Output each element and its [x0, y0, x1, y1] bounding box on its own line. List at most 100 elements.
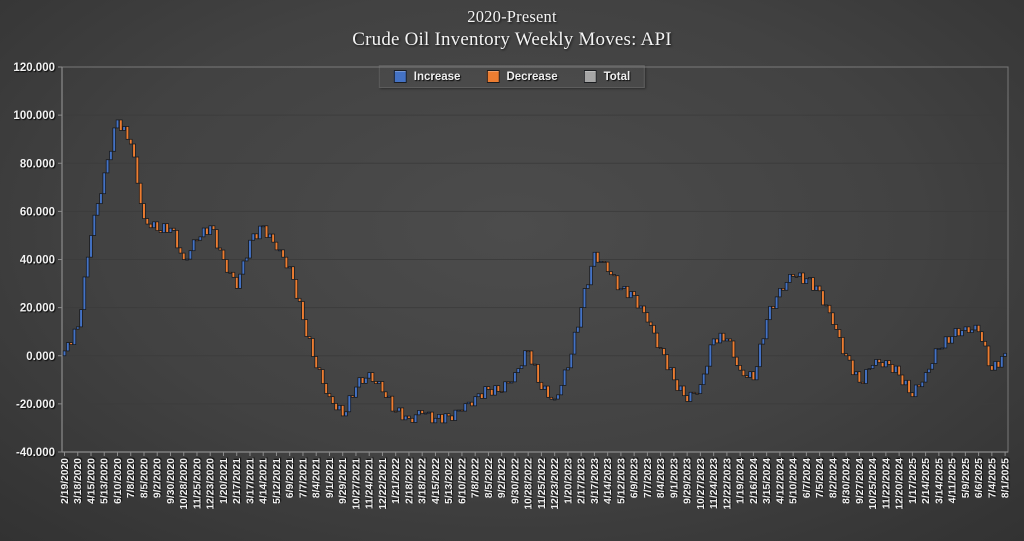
- increase-bar: [456, 409, 461, 412]
- y-axis-label: 40.000: [20, 255, 55, 267]
- increase-bar: [287, 266, 292, 269]
- increase-bar: [599, 261, 603, 263]
- x-axis-label: 1/19/2024: [736, 458, 747, 504]
- decrease-bar: [460, 409, 464, 412]
- x-axis-label: 7/7/2023: [643, 458, 654, 498]
- decrease-bar: [158, 230, 163, 233]
- x-axis-label: 9/30/2020: [166, 458, 177, 504]
- x-axis-label: 10/27/2021: [351, 458, 362, 510]
- x-axis-label: 11/22/2024: [881, 458, 892, 509]
- x-axis-label: 9/2/2020: [153, 458, 164, 498]
- x-axis-label: 7/7/2021: [298, 458, 309, 498]
- y-axis-label: 120.000: [13, 62, 55, 74]
- decrease-bar: [69, 342, 73, 345]
- x-axis-label: 1/17/2025: [908, 458, 919, 504]
- increase-bar: [705, 365, 709, 375]
- increase-bar: [930, 363, 934, 370]
- x-axis-label: 3/18/2022: [418, 458, 429, 504]
- increase-bar: [1003, 352, 1007, 357]
- increase-bar: [251, 233, 256, 241]
- decrease-bar: [549, 396, 554, 400]
- decrease-bar: [350, 395, 355, 398]
- decrease-bar: [231, 271, 236, 278]
- increase-bar: [874, 359, 878, 366]
- total-swatch-icon: [583, 70, 597, 83]
- increase-bar: [778, 288, 782, 298]
- decrease-bar: [648, 321, 653, 326]
- x-axis-label: 2/18/2022: [404, 458, 415, 504]
- increase-bar: [970, 329, 974, 333]
- increase-bar: [566, 367, 570, 371]
- x-axis-label: 5/13/2022: [444, 458, 455, 504]
- x-axis-label: 9/29/2021: [338, 458, 349, 504]
- x-axis-label: 2/14/2025: [921, 458, 932, 504]
- decrease-bar: [446, 413, 451, 417]
- decrease-bar: [311, 338, 315, 357]
- decrease-bar: [996, 361, 1001, 368]
- decrease-bar: [334, 403, 338, 411]
- decrease-bar: [662, 348, 666, 356]
- y-axis-label: -40.000: [16, 447, 55, 459]
- increase-bar: [112, 127, 116, 152]
- increase-bar: [993, 361, 997, 371]
- x-axis-label: 5/13/2020: [100, 458, 111, 504]
- decrease-bar: [721, 332, 726, 342]
- increase-bar: [278, 249, 282, 252]
- x-axis-label: 6/9/2021: [285, 458, 296, 498]
- decrease-bar: [211, 225, 216, 230]
- decrease-bar: [480, 393, 484, 399]
- increase-bar: [1000, 356, 1004, 368]
- x-axis-label: 11/25/2022: [537, 458, 548, 509]
- decrease-bar: [496, 385, 501, 392]
- decrease-bar: [215, 229, 219, 249]
- x-axis-label: 9/30/2022: [510, 458, 521, 504]
- decrease-bar: [887, 360, 891, 365]
- increase-bar: [168, 227, 173, 233]
- increase-bar: [115, 119, 120, 129]
- legend-item-increase: Increase: [393, 70, 461, 83]
- decrease-bar: [314, 356, 318, 369]
- decrease-bar: [324, 383, 328, 394]
- decrease-bar: [125, 126, 130, 140]
- increase-bar: [718, 332, 722, 344]
- chart-title: 2020-Present Crude Oil Inventory Weekly …: [0, 7, 1024, 51]
- increase-bar: [95, 203, 100, 216]
- decrease-bar: [533, 363, 537, 366]
- increase-bar: [188, 250, 193, 260]
- decrease-bar: [635, 295, 640, 309]
- legend-label-increase: Increase: [413, 70, 461, 83]
- decrease-bar: [294, 279, 299, 299]
- increase-bar: [576, 326, 580, 333]
- decrease-bar: [596, 251, 600, 263]
- decrease-bar: [384, 391, 388, 398]
- decrease-bar: [380, 381, 385, 393]
- decrease-bar: [407, 415, 411, 419]
- decrease-bar: [615, 275, 620, 291]
- increase-bar: [804, 278, 809, 284]
- decrease-bar: [980, 331, 984, 342]
- increase-bar: [105, 159, 110, 174]
- decrease-bar: [658, 347, 663, 349]
- x-axis-label: 1/20/2023: [563, 458, 574, 504]
- decrease-bar: [976, 324, 981, 333]
- x-axis-label: 12/22/2023: [722, 458, 733, 510]
- increase-bar: [427, 411, 431, 414]
- decrease-bar: [331, 396, 335, 404]
- decrease-bar: [957, 328, 961, 337]
- x-axis-label: 9/1/2021: [325, 458, 336, 498]
- increase-bar: [453, 409, 458, 421]
- legend-label-total: Total: [603, 70, 631, 83]
- decrease-bar: [860, 381, 865, 384]
- x-axis-label: 12/23/2022: [550, 458, 561, 510]
- decrease-bar: [301, 301, 305, 321]
- decrease-bar: [195, 239, 199, 242]
- increase-bar: [814, 285, 819, 291]
- increase-bar: [513, 372, 517, 383]
- increase-bar: [344, 411, 348, 417]
- decrease-bar: [450, 415, 454, 421]
- increase-bar: [473, 396, 477, 407]
- x-axis-label: 11/25/2020: [192, 458, 203, 509]
- increase-bar: [904, 379, 908, 386]
- increase-bar: [562, 369, 567, 386]
- y-axis-label: 0.000: [26, 351, 55, 363]
